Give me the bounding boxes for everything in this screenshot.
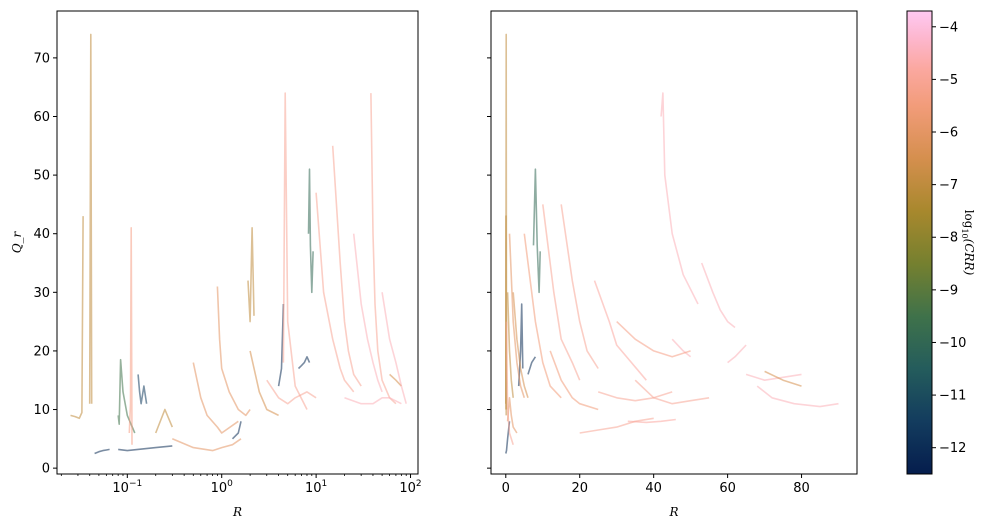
series-line — [549, 350, 599, 411]
series-line — [88, 33, 93, 404]
series-line — [266, 379, 317, 405]
series-line — [517, 303, 524, 387]
colorbar-label-log: log — [962, 210, 976, 229]
series-group — [504, 33, 839, 454]
series-line — [370, 93, 397, 405]
y-tick-label: 20 — [33, 344, 50, 359]
series-line — [282, 92, 308, 410]
series-line — [542, 204, 581, 381]
series-group — [70, 33, 407, 455]
series-line — [597, 391, 673, 402]
colorbar-tick-label: −12 — [939, 441, 966, 456]
y-tick-label: 10 — [33, 403, 50, 418]
series-line — [331, 145, 362, 387]
x-axis-label: R — [232, 505, 242, 519]
series-line — [297, 355, 311, 370]
series-line — [660, 92, 699, 305]
series-line — [128, 227, 133, 445]
series-line — [94, 448, 110, 455]
axes-frame — [56, 10, 419, 475]
x-axis-label: R — [668, 505, 678, 519]
series-line — [231, 421, 242, 440]
x-tick-exponent: 0 — [227, 479, 233, 489]
x-tick-label: 60 — [719, 481, 736, 496]
x-tick-exponent: 1 — [322, 479, 328, 489]
y-tick-label: 60 — [33, 110, 50, 125]
colorbar-tick-label: −10 — [939, 336, 966, 351]
y-axis-label: Q_r — [10, 230, 24, 253]
series-line — [616, 321, 691, 358]
series-line — [506, 292, 514, 398]
colorbar-tick-label: −5 — [939, 73, 958, 88]
series-line — [512, 292, 529, 399]
y-tick-label: 70 — [33, 51, 50, 66]
series-line — [527, 356, 537, 375]
x-tick-label: 10−1 — [112, 479, 142, 496]
series-line — [756, 385, 839, 408]
series-line — [117, 358, 136, 434]
series-line — [505, 321, 514, 445]
series-line — [506, 396, 518, 434]
series-line — [579, 417, 654, 434]
colorbar: −4 −5 −6 −7 −8 −9 −10 −11 −12 log10(CRR) — [906, 10, 976, 475]
series-line — [745, 373, 802, 382]
series-line — [344, 396, 402, 405]
x-tick-label: 102 — [399, 479, 421, 496]
series-line — [634, 379, 710, 405]
y-tick-label: 30 — [33, 286, 50, 301]
colorbar-tick-label: −8 — [939, 231, 958, 246]
x-tick-label: 100 — [211, 479, 234, 496]
colorbar-gradient — [906, 10, 933, 475]
y-tick-label: 40 — [33, 227, 50, 242]
series-line — [727, 344, 747, 364]
series-line — [523, 233, 562, 399]
series-line — [315, 192, 355, 393]
colorbar-tick-label: −6 — [939, 126, 958, 141]
series-line — [192, 362, 239, 434]
series-line — [593, 280, 647, 381]
series-line — [249, 350, 279, 417]
x-tick-exponent: 2 — [416, 479, 422, 489]
x-tick-label: 40 — [645, 481, 662, 496]
series-line — [216, 286, 251, 417]
series-line — [389, 373, 402, 387]
right-panel: 0 20 40 60 80 R — [487, 10, 858, 519]
series-line — [671, 338, 692, 358]
series-line — [137, 374, 148, 405]
series-line — [154, 408, 174, 434]
series-line — [764, 370, 802, 387]
colorbar-label-sub: 10 — [960, 228, 969, 238]
y-tick-label: 50 — [33, 169, 50, 184]
colorbar-tick-label: −9 — [939, 283, 958, 298]
x-tick-label: 20 — [571, 481, 588, 496]
series-line — [171, 438, 242, 452]
y-tick-label: 0 — [42, 462, 50, 477]
x-tick-label: 0 — [502, 481, 510, 496]
series-line — [118, 445, 173, 452]
series-line — [560, 204, 599, 369]
series-line — [700, 262, 736, 329]
colorbar-tick-label: −11 — [939, 389, 966, 404]
x-tick-exponent: −1 — [129, 479, 142, 489]
colorbar-tick-label: −7 — [939, 178, 958, 193]
series-line — [532, 168, 541, 294]
series-line — [627, 418, 676, 424]
series-line — [70, 216, 84, 420]
colorbar-tick-label: −4 — [939, 20, 958, 35]
series-line — [247, 227, 255, 323]
colorbar-label: log10(CRR) — [960, 210, 976, 276]
series-line — [277, 303, 285, 387]
colorbar-label-paren: (CRR) — [962, 239, 976, 276]
x-tick-label: 80 — [793, 481, 810, 496]
series-line — [307, 168, 314, 294]
x-tick-label: 101 — [305, 479, 327, 496]
series-line — [381, 292, 407, 404]
series-line — [508, 233, 526, 399]
axes-frame — [490, 10, 858, 475]
series-line — [352, 233, 383, 393]
